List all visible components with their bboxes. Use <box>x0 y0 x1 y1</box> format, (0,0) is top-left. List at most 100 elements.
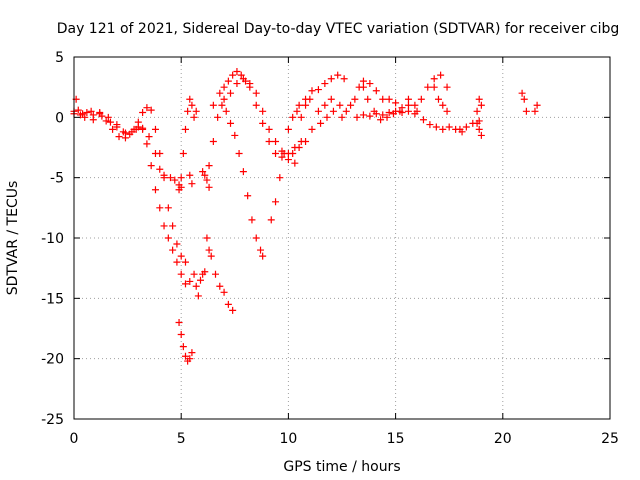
series-satellite-arc <box>518 89 530 115</box>
data-point <box>224 300 232 308</box>
data-point <box>134 118 142 126</box>
series-satellite-arc <box>531 101 541 115</box>
data-point <box>289 150 297 158</box>
data-point <box>164 234 172 242</box>
data-point <box>443 107 451 115</box>
data-point <box>115 133 123 141</box>
data-point <box>477 131 485 139</box>
data-point <box>404 101 412 109</box>
data-point <box>419 116 427 124</box>
data-point <box>177 270 185 278</box>
data-point <box>276 174 284 182</box>
data-point <box>188 101 196 109</box>
data-point <box>364 95 372 103</box>
data-point <box>126 130 134 138</box>
data-point <box>227 119 235 127</box>
series-satellite-arc <box>72 95 185 191</box>
series-satellite-arc <box>267 95 314 224</box>
x-tick-label: 20 <box>494 431 512 447</box>
data-point <box>166 174 174 182</box>
data-point <box>220 288 228 296</box>
data-point <box>201 171 209 179</box>
data-point <box>190 113 198 121</box>
data-point <box>143 140 151 148</box>
data-points <box>70 67 541 365</box>
data-point <box>426 121 434 129</box>
data-point <box>177 252 185 260</box>
data-point <box>317 119 325 127</box>
series-satellite-arc <box>404 71 451 109</box>
data-point <box>220 83 228 91</box>
data-point <box>289 113 297 121</box>
data-point <box>432 123 440 131</box>
data-point <box>404 107 412 115</box>
data-point <box>323 113 331 121</box>
data-point <box>411 101 419 109</box>
data-point <box>106 118 114 126</box>
data-point <box>188 180 196 188</box>
data-point <box>248 216 256 224</box>
data-point <box>246 80 254 88</box>
data-point <box>291 159 299 167</box>
data-point <box>173 240 181 248</box>
series-satellite-arc <box>209 67 299 167</box>
data-point <box>87 107 95 115</box>
data-point <box>139 109 147 117</box>
data-point <box>392 107 400 115</box>
data-point <box>462 123 470 131</box>
y-tick-label: -10 <box>41 231 64 247</box>
data-point <box>338 113 346 121</box>
data-point <box>456 125 464 133</box>
y-tick-label: 5 <box>55 50 64 66</box>
data-point <box>212 270 220 278</box>
data-point <box>98 112 106 120</box>
data-point <box>265 137 273 145</box>
data-point <box>340 75 348 83</box>
data-point <box>175 186 183 194</box>
data-point <box>392 99 400 107</box>
x-tick-label: 0 <box>70 431 79 447</box>
data-point <box>203 234 211 242</box>
x-tick-label: 25 <box>601 431 619 447</box>
data-point <box>334 71 342 79</box>
data-point <box>175 318 183 326</box>
data-point <box>186 95 194 103</box>
data-point <box>259 107 267 115</box>
data-point <box>308 87 316 95</box>
data-point <box>156 204 164 212</box>
data-point <box>160 222 168 230</box>
data-point <box>280 150 288 158</box>
data-point <box>169 222 177 230</box>
data-point <box>314 107 322 115</box>
data-point <box>347 101 355 109</box>
data-point <box>434 95 442 103</box>
data-point <box>181 352 189 360</box>
data-point <box>413 107 421 115</box>
data-point <box>327 95 335 103</box>
data-point <box>179 343 187 351</box>
data-point <box>205 183 213 191</box>
data-point <box>218 101 226 109</box>
data-point <box>342 107 350 115</box>
data-point <box>186 277 194 285</box>
y-tick-label: -5 <box>50 171 64 187</box>
data-point <box>132 125 140 133</box>
data-point <box>186 171 194 179</box>
y-tick-label: -20 <box>41 352 64 368</box>
data-point <box>194 292 202 300</box>
data-point <box>327 75 335 83</box>
data-point <box>164 204 172 212</box>
data-point <box>139 124 147 132</box>
data-point <box>222 107 230 115</box>
data-point <box>220 95 228 103</box>
data-point <box>179 150 187 158</box>
data-point <box>475 95 483 103</box>
data-point <box>233 67 241 75</box>
data-point <box>227 89 235 97</box>
data-point <box>239 168 247 176</box>
series-satellite-arc <box>359 80 412 112</box>
data-point <box>181 280 189 288</box>
data-point <box>209 101 217 109</box>
data-point <box>209 137 217 145</box>
data-point <box>74 106 82 114</box>
